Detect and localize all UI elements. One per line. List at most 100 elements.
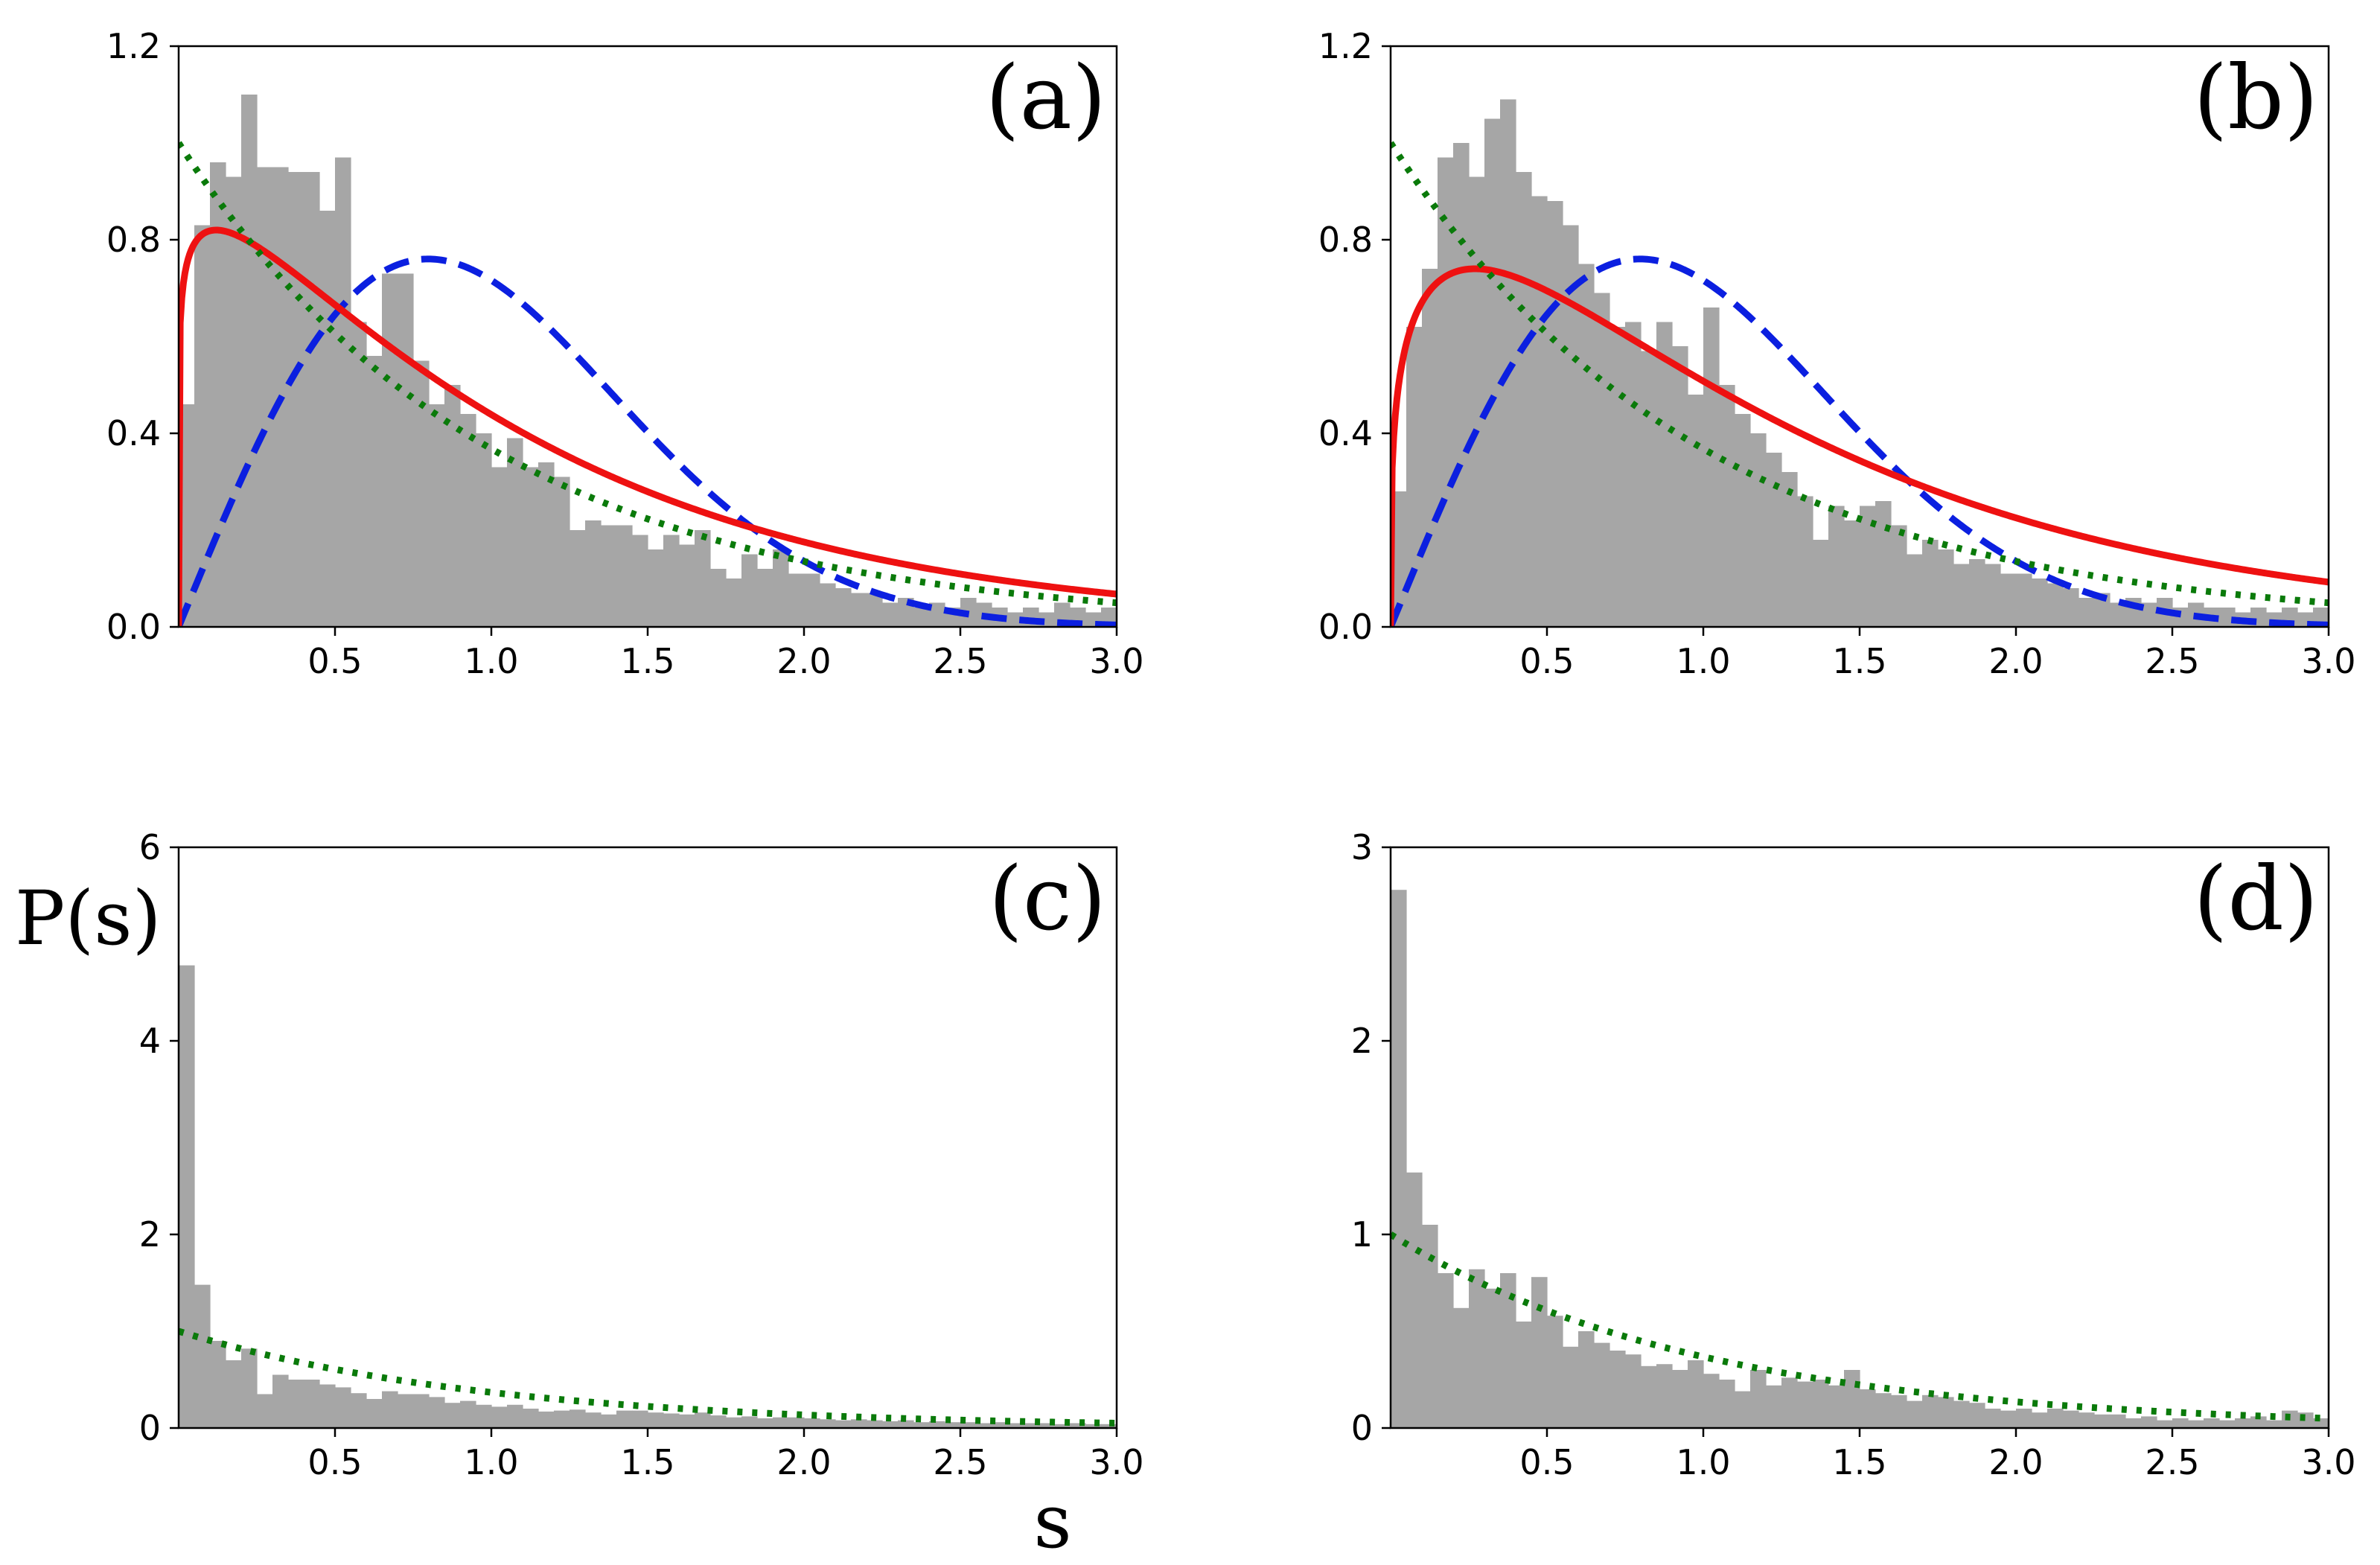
histogram-bar [867,1420,883,1428]
histogram-bar [1007,1423,1024,1428]
histogram-bar [913,1422,930,1428]
panel-c: 0.5 1.0 1.5 2.0 2.5 3.0 0 2 4 6 (c) [139,827,1144,1482]
histogram-bar [695,530,711,627]
poisson-curve [1391,141,2329,607]
panel-label: (b) [2193,46,2318,149]
histogram-bar [1609,1351,1626,1428]
histogram-bar [304,1380,320,1428]
histogram-bar [1578,1331,1595,1428]
histogram-bar [1007,612,1024,627]
histogram-bar [2204,1418,2220,1428]
histogram-bar [1828,1385,1845,1428]
histogram-bar [444,1403,461,1428]
histogram-bar [1516,172,1532,627]
histogram-bar [2078,598,2095,627]
histogram-bar [1891,1395,1907,1428]
histogram-bar [773,549,789,627]
histogram-bar [695,1412,711,1428]
histogram-bar [1641,1365,1657,1428]
histogram-bar [2266,1420,2282,1428]
histogram-bar [351,1393,367,1428]
histogram-bar [1438,1273,1454,1428]
histogram-bar [1688,395,1704,627]
histogram-bar [804,1418,820,1428]
x-tick-label: 2.5 [933,641,987,681]
y-tick-label: 0.8 [106,220,161,260]
x-tick-label: 3.0 [1089,1442,1143,1482]
histogram-bar [1484,1288,1501,1428]
histogram-bar [1070,1423,1086,1428]
y-tick-label: 1.2 [106,26,161,66]
histogram-bar [1922,540,1939,627]
histogram-bar [538,1411,555,1428]
histogram-bar [1656,1364,1673,1428]
x-tick-label: 1.0 [1676,641,1730,681]
plot-area [179,965,1117,1428]
plot-area [1391,99,2329,627]
histogram-bar [1813,540,1829,627]
histogram-bar [726,578,742,627]
fit-curve [179,226,1117,627]
x-tick-label: 3.0 [2301,641,2355,681]
axes-frame [177,846,1118,1429]
histogram-bar [2032,1412,2048,1428]
y-tick-label: 0.0 [106,607,161,647]
histogram-bar [257,167,273,627]
histogram-bar [851,1419,867,1428]
histogram-bar [1844,520,1860,627]
histogram-bar [2141,1416,2157,1428]
histogram-bar [1828,506,1845,627]
histogram-bar [1531,1277,1548,1428]
histogram-bar [835,588,852,627]
histogram-bar [1039,1423,1055,1428]
histogram-bar [523,467,539,627]
histogram-bar [1703,307,1720,627]
histogram-bar [1891,525,1907,627]
histogram-bar [616,1410,633,1428]
panel-label: (a) [986,46,1106,149]
histogram-bar [1781,472,1798,627]
y-tick-label: 0.4 [1318,413,1373,453]
histogram-bar [366,356,383,627]
histogram-bar [1563,1346,1579,1428]
histogram-bar [913,608,930,627]
histogram-bar [2094,1414,2111,1428]
histogram-bar [2250,1416,2267,1428]
histogram-bar [1875,501,1892,627]
histogram-bar [788,573,805,627]
x-tick-label: 2.0 [776,641,831,681]
histogram-bar [272,1374,289,1428]
histogram-bar [1672,1370,1688,1428]
histogram-bar [335,157,351,627]
histogram-bar [1609,327,1626,627]
histogram-bar [1985,564,2001,627]
histogram-bar [2000,1410,2017,1428]
histogram-bar [648,549,664,627]
histogram-bar [429,1397,445,1428]
histogram-bar [663,1413,680,1428]
histogram-bar [538,462,555,627]
histogram-bar [741,1416,758,1428]
histogram-bar [1985,1409,2001,1428]
y-tick-label: 1.2 [1318,26,1373,66]
histogram-bar [2032,578,2048,627]
histogram-bar [319,211,336,627]
histogram-bar [601,525,617,627]
histogram-bar [2110,1414,2126,1428]
panel-b: 0.5 1.0 1.5 2.0 2.5 3.0 0.0 0.4 0.8 1.2 (b) [1318,26,2356,681]
histogram-bar [820,1419,836,1428]
histogram-bar [1594,1342,1610,1428]
histogram-bar [257,1394,273,1428]
histogram-bar [1531,196,1548,627]
histogram-bar [476,1404,492,1428]
histogram-bar [382,1391,398,1428]
x-tick-label: 2.0 [1988,1442,2043,1482]
histogram-bar [1844,1370,1860,1428]
y-tick-label: 0 [139,1408,161,1448]
histogram-bar [2016,573,2032,627]
fit-curve [1391,265,2329,627]
histogram-bar [2188,1420,2204,1428]
histogram-bar [1766,453,1782,627]
histogram-bar [648,1412,664,1428]
histogram-bar [804,573,820,627]
